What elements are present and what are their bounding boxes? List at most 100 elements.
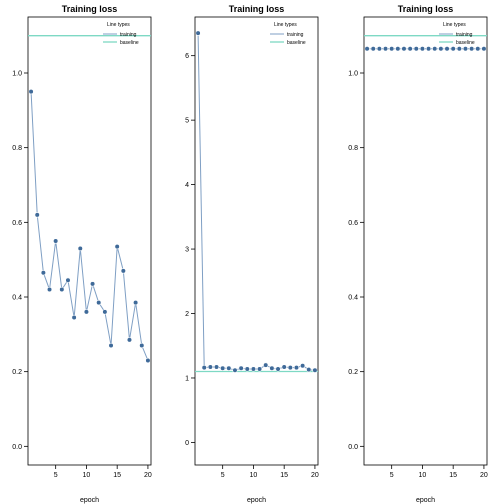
x-tick-label: 10 — [250, 472, 258, 479]
legend-label-baseline: baseline — [120, 40, 139, 46]
y-tick-label: 0.6 — [12, 220, 22, 227]
training-point — [395, 46, 401, 52]
x-tick-label: 20 — [480, 472, 488, 479]
training-point — [59, 286, 65, 293]
training-point — [462, 46, 469, 52]
training-point — [300, 363, 306, 369]
training-point — [133, 300, 139, 306]
training-point — [244, 366, 250, 372]
x-tick-label: 10 — [419, 472, 427, 479]
y-tick-label: 2 — [185, 311, 189, 318]
x-tick-label: 5 — [54, 472, 58, 479]
training-point — [364, 46, 370, 52]
training-point — [126, 337, 133, 343]
training-point — [195, 30, 201, 36]
training-point — [108, 342, 114, 349]
legend-label-baseline: baseline — [287, 40, 306, 46]
training-point — [46, 286, 53, 293]
training-point — [456, 46, 462, 52]
training-point — [281, 364, 287, 370]
x-tick-label: 5 — [221, 472, 225, 479]
training-point — [71, 314, 77, 321]
legend-title: Line types — [274, 22, 297, 28]
legend-title: Line types — [443, 22, 466, 28]
training-point — [382, 46, 389, 52]
y-tick-label: 1.0 — [348, 71, 358, 78]
training-point — [65, 277, 71, 283]
training-point — [370, 46, 376, 52]
y-tick-label: 5 — [185, 118, 189, 125]
training-point — [213, 364, 220, 370]
y-tick-label: 0.2 — [348, 369, 358, 376]
x-tick-label: 15 — [113, 472, 121, 479]
training-point — [407, 46, 413, 52]
training-point — [432, 46, 438, 52]
training-point — [287, 365, 293, 371]
training-point — [425, 46, 432, 52]
panel-title: Training loss — [62, 4, 118, 14]
y-tick-label: 6 — [185, 53, 189, 60]
y-tick-label: 3 — [185, 247, 189, 254]
training-point — [114, 244, 120, 250]
x-axis-label: epoch — [247, 497, 266, 504]
x-tick-label: 10 — [83, 472, 91, 479]
training-point — [83, 309, 90, 315]
y-tick-label: 0.8 — [12, 145, 22, 152]
panel-title: Training loss — [229, 4, 285, 14]
training-point — [263, 362, 269, 368]
training-point — [201, 365, 207, 371]
training-point — [120, 268, 126, 274]
legend-label-baseline: baseline — [456, 40, 475, 46]
training-point — [469, 46, 475, 52]
training-point — [419, 46, 426, 52]
y-tick-label: 1.0 — [12, 71, 22, 78]
training-point — [53, 238, 59, 244]
y-tick-label: 0.4 — [12, 295, 22, 302]
legend-label-training: training — [456, 32, 473, 38]
training-point — [275, 366, 281, 372]
x-axis-label: epoch — [80, 497, 99, 504]
training-point — [40, 270, 46, 276]
panel-title: Training loss — [398, 4, 454, 14]
training-point — [413, 46, 419, 52]
training-point — [139, 342, 145, 349]
training-line — [30, 91, 149, 361]
training-point — [77, 245, 83, 252]
training-point — [438, 46, 444, 52]
training-point — [312, 367, 318, 373]
training-point — [293, 365, 300, 371]
training-point — [28, 89, 34, 95]
training-point — [389, 46, 395, 52]
training-point — [376, 46, 382, 52]
training-point — [102, 309, 108, 315]
y-tick-label: 0.0 — [12, 444, 22, 451]
training-point — [220, 365, 226, 371]
x-tick-label: 15 — [449, 472, 457, 479]
training-point — [481, 46, 487, 52]
legend-label-training: training — [120, 32, 137, 38]
x-tick-label: 5 — [390, 472, 394, 479]
training-point — [232, 367, 238, 373]
x-tick-label: 20 — [144, 472, 152, 479]
y-tick-label: 4 — [185, 182, 189, 189]
training-point — [444, 46, 450, 52]
y-tick-label: 0 — [185, 440, 189, 447]
panel-1: Training loss 0.0 0.2 0.4 0.6 0.8 1.0 5 10 15 20 ep… — [12, 4, 152, 504]
plot-frame — [363, 16, 488, 466]
legend-label-training: training — [287, 32, 304, 38]
panel-2: Training loss 0 1 2 3 4 5 6 5 10 15 20 epoch Line typ… — [185, 4, 319, 504]
training-point — [306, 366, 312, 373]
x-tick-label: 15 — [280, 472, 288, 479]
legend-title: Line types — [107, 22, 130, 28]
y-tick-label: 1 — [185, 375, 189, 382]
y-tick-label: 0.2 — [12, 369, 22, 376]
training-point — [450, 46, 456, 52]
plot-frame — [27, 16, 152, 466]
training-point — [34, 212, 40, 218]
training-point — [269, 365, 275, 371]
training-line — [197, 33, 315, 371]
y-tick-label: 0.4 — [348, 295, 358, 302]
x-axis-label: epoch — [416, 497, 435, 504]
training-point — [207, 364, 213, 370]
